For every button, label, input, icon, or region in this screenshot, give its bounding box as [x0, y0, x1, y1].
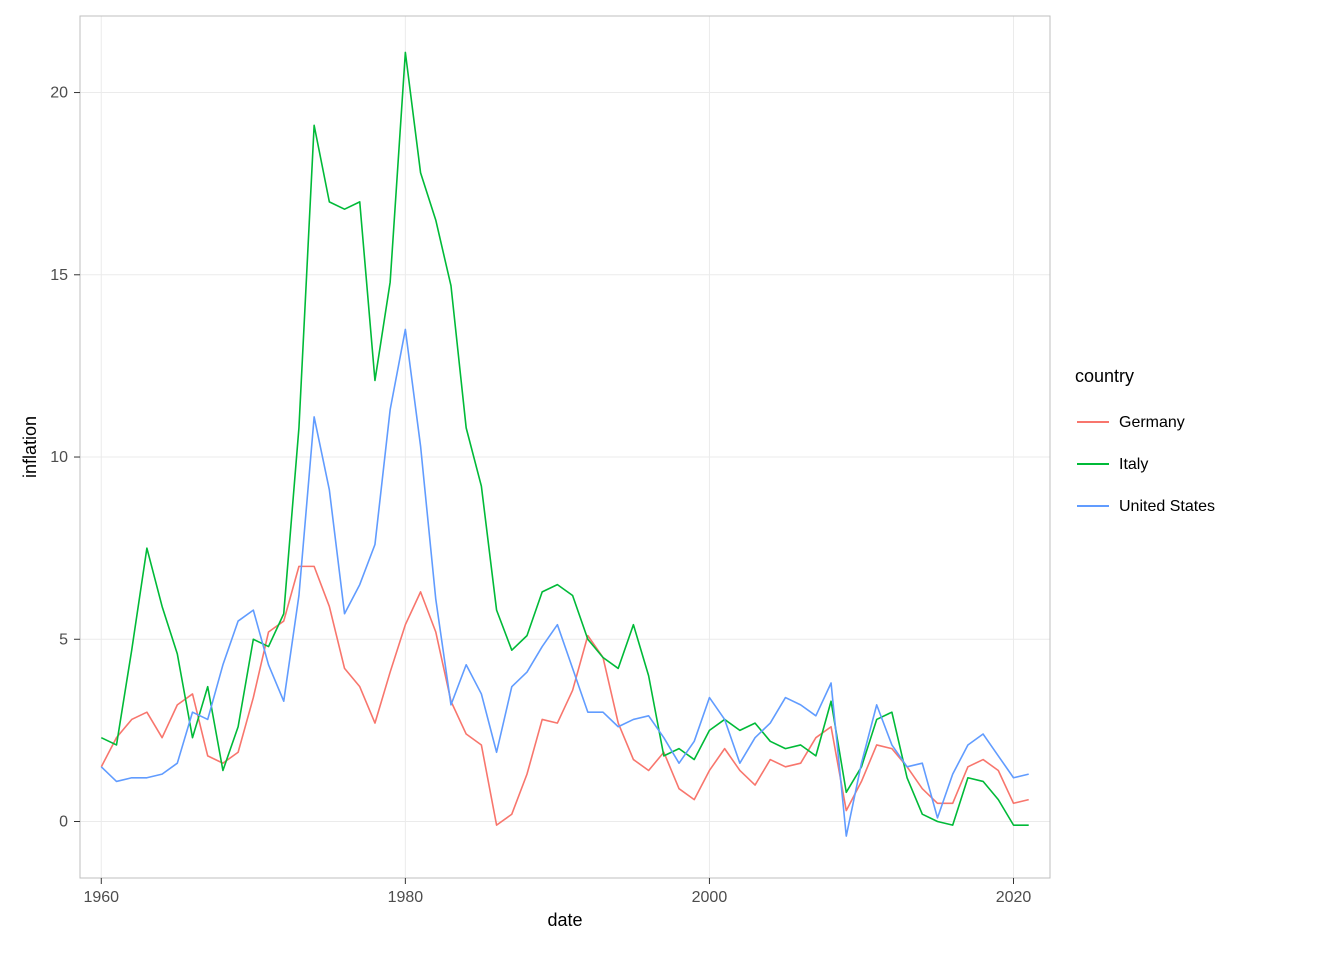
x-axis-title: date: [547, 910, 582, 930]
inflation-line-chart: 1960 1980 2000 2020 0 5 10 15 20 date inflation cou…: [0, 0, 1344, 960]
y-axis-title: inflation: [20, 416, 40, 478]
y-tick-label: 15: [50, 267, 68, 284]
legend-label-italy: Italy: [1119, 456, 1148, 473]
y-tick-label: 20: [50, 85, 68, 102]
x-tick-label: 1980: [388, 889, 424, 906]
x-tick-label: 1960: [83, 889, 119, 906]
y-tick-label: 5: [59, 631, 68, 648]
x-tick-label: 2000: [692, 889, 728, 906]
legend-title: country: [1075, 366, 1134, 386]
y-tick-label: 10: [50, 449, 68, 466]
legend-label-united-states: United States: [1119, 498, 1215, 515]
x-tick-label: 2020: [996, 889, 1032, 906]
y-tick-label: 0: [59, 814, 68, 831]
chart-svg: 1960 1980 2000 2020 0 5 10 15 20 date inflation cou…: [0, 0, 1344, 960]
legend-label-germany: Germany: [1119, 414, 1185, 431]
